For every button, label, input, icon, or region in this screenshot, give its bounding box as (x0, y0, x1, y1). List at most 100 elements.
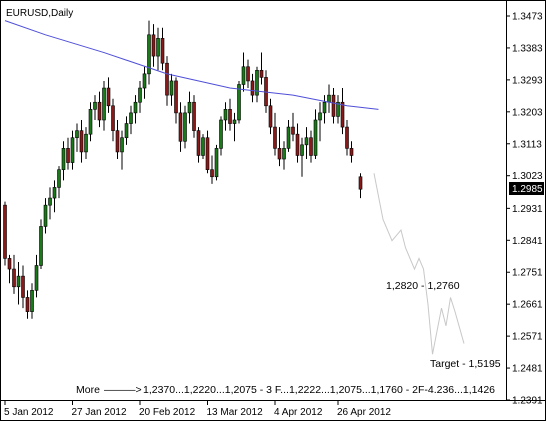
candle (192, 95, 196, 138)
candle-body (192, 101, 196, 131)
y-tick-label: 1.3293 (512, 75, 543, 86)
x-tick-label: 20 Feb 2012 (139, 407, 196, 418)
candle-body (61, 148, 66, 170)
candle (39, 219, 43, 270)
candle-body (111, 105, 115, 131)
candle-body (295, 133, 300, 156)
candle (111, 98, 115, 142)
candle (70, 130, 75, 170)
candle-body (151, 34, 156, 57)
candle (48, 187, 52, 220)
candle (345, 119, 349, 156)
candle-body (106, 87, 111, 107)
chart-title: EURUSD,Daily (6, 8, 73, 19)
candle (97, 91, 102, 128)
candle-body (219, 119, 223, 149)
candle (88, 102, 93, 142)
candle (151, 24, 156, 67)
candle (21, 265, 25, 309)
candle-body (84, 133, 88, 153)
candle (291, 112, 295, 142)
candle (61, 141, 66, 181)
candle-body (169, 80, 174, 96)
candle-body (223, 109, 228, 121)
y-tick-label: 1.3383 (512, 43, 543, 54)
candle-body (34, 265, 39, 291)
candle-body (237, 84, 241, 121)
candle-body (246, 66, 250, 82)
y-tick-label: 1.2931 (512, 204, 543, 215)
candle (169, 73, 174, 106)
candle (57, 166, 61, 199)
candle (25, 290, 30, 319)
candle (16, 261, 21, 305)
candle-body (124, 123, 129, 139)
candle-body (12, 268, 16, 288)
candle-body (102, 87, 106, 121)
candle (282, 141, 286, 170)
x-tick-label: 13 Mar 2012 (207, 407, 264, 418)
candle-body (70, 137, 75, 163)
candle-body (97, 101, 102, 121)
candle (304, 127, 309, 160)
candle-body (120, 137, 124, 153)
y-tick-label: 1.3473 (512, 12, 543, 23)
more-arrow: ———> (104, 384, 142, 396)
candle-body (304, 137, 309, 146)
candle-body (129, 112, 133, 124)
candle-body (345, 126, 349, 149)
candle-body (93, 101, 97, 110)
last-price-label: 1.2985 (512, 184, 543, 195)
x-tick-label: 4 Apr 2012 (274, 407, 323, 418)
y-tick-label: 1.2481 (512, 364, 543, 375)
y-axis: 1.3473 1.3383 1.3293 1.3203 1.3113 1.3023 1.29… (506, 12, 543, 407)
candle (255, 66, 259, 103)
candle-body (318, 112, 322, 121)
candle-body (259, 69, 264, 78)
candle (84, 127, 88, 160)
candle-body (205, 137, 210, 170)
candle-body (39, 226, 43, 266)
candle-body (160, 38, 165, 64)
x-tick-label: 5 Jan 2012 (4, 407, 54, 418)
candle-body (66, 148, 70, 163)
candle-body (156, 38, 160, 57)
candle (232, 112, 237, 142)
candle (277, 127, 282, 167)
y-tick-label: 1.2391 (512, 396, 543, 407)
candle (102, 80, 106, 131)
candle-body (30, 290, 34, 312)
candle (318, 102, 322, 142)
candle-body (3, 204, 7, 259)
candle-body (147, 34, 151, 75)
candle-body (268, 105, 273, 128)
candle (12, 254, 16, 294)
candle (210, 155, 214, 184)
candle (349, 141, 354, 163)
candle-body (138, 87, 142, 103)
candle (183, 105, 187, 149)
candle-body (241, 66, 246, 85)
candle-body (174, 80, 178, 114)
candle-body (250, 80, 255, 96)
candle (223, 102, 228, 131)
candle-body (322, 101, 327, 114)
candle-body (291, 126, 295, 135)
candle (115, 119, 120, 160)
candle (66, 137, 70, 170)
candle-body (25, 297, 30, 312)
y-tick-label: 1.2661 (512, 300, 543, 311)
candle (106, 77, 111, 113)
candle-body (232, 119, 237, 124)
candle (124, 116, 129, 145)
candle (160, 27, 165, 71)
candle (142, 66, 147, 99)
moving-average-line (4, 20, 379, 110)
candle (246, 59, 250, 89)
candle-body (57, 169, 61, 188)
candle-body (340, 101, 345, 128)
candle-body (21, 275, 25, 298)
candle (259, 52, 264, 85)
candle (133, 95, 138, 124)
